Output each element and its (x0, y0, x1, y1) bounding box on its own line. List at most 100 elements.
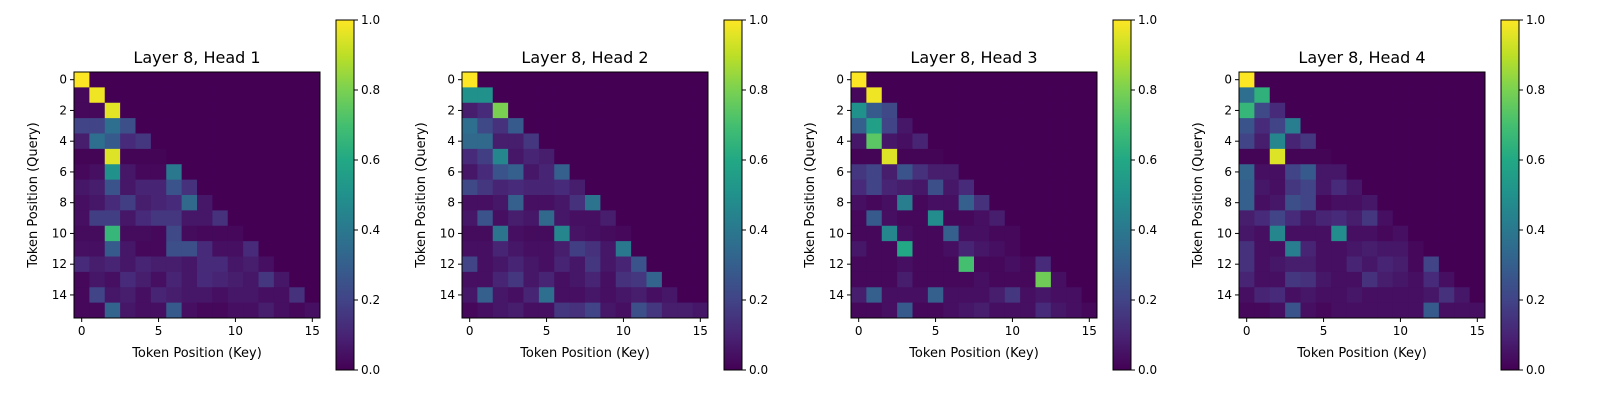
heatmap-cell (1315, 287, 1332, 304)
heatmap-cell (1331, 195, 1348, 211)
heatmap-title: Layer 8, Head 1 (133, 48, 260, 67)
heatmap-cell (197, 72, 213, 88)
heatmap-cell (881, 72, 898, 88)
heatmap-cell (1285, 256, 1301, 273)
heatmap-cell (212, 118, 229, 134)
heatmap-cell (462, 225, 478, 242)
heatmap-cell (523, 302, 540, 319)
x-axis-ticks: 0 5 10 15 (78, 318, 320, 338)
heatmap-cell (615, 102, 632, 119)
heatmap-cell (677, 302, 694, 319)
heatmap-cell (1423, 148, 1440, 165)
heatmap-cell (927, 87, 944, 104)
heatmap-cell (212, 287, 229, 304)
heatmap-cell (104, 118, 121, 134)
y-tick-label: 4 (59, 134, 67, 148)
heatmap-cell (89, 271, 106, 288)
colorbar-tick-label: 0.2 (361, 293, 380, 307)
heatmap-cell (212, 179, 229, 196)
heatmap-cell (477, 271, 494, 288)
heatmap-cell (508, 133, 524, 150)
heatmap-cell (881, 271, 898, 288)
heatmap-cell (1454, 102, 1471, 119)
heatmap-cell (1362, 241, 1378, 257)
heatmap-cell (197, 225, 213, 242)
heatmap-cell (181, 87, 198, 104)
heatmap-cell (1438, 210, 1455, 227)
heatmap-cell (1438, 133, 1455, 150)
heatmap-cell (1362, 87, 1378, 104)
heatmap-cell (927, 118, 944, 134)
heatmap-cell (1315, 210, 1332, 227)
heatmap-cell (243, 179, 259, 196)
heatmap-cell (866, 87, 883, 104)
heatmap-cell (1081, 72, 1098, 88)
heatmap-cell (866, 271, 883, 288)
heatmap-cell (1423, 210, 1440, 227)
heatmap-cell (866, 102, 883, 119)
heatmap-cell (273, 256, 290, 273)
heatmap-cell (1454, 118, 1471, 134)
y-tick-label: 14 (1217, 288, 1232, 302)
colorbar-tick-label: 0.0 (1138, 363, 1157, 377)
heatmap-cell (166, 164, 183, 181)
heatmap-cell (585, 87, 601, 104)
heatmap-cell (197, 87, 213, 104)
heatmap-cell (1315, 241, 1332, 257)
heatmap-cell (1469, 179, 1486, 196)
heatmap-cell (881, 195, 898, 211)
heatmap-cell (492, 87, 509, 104)
heatmap-cell (1050, 179, 1067, 196)
heatmap-cell (958, 164, 975, 181)
heatmap-cell (1469, 72, 1486, 88)
heatmap-cell (462, 148, 478, 165)
heatmap-cell (135, 210, 152, 227)
heatmap-cell (1423, 179, 1440, 196)
heatmap-cell (927, 256, 944, 273)
heatmap-cell (1331, 271, 1348, 288)
heatmap-cell (181, 195, 198, 211)
heatmap-cell (273, 179, 290, 196)
heatmap-cell (104, 271, 121, 288)
heatmap-cell (1081, 102, 1098, 119)
heatmap-cell (1285, 87, 1301, 104)
heatmap-cell (1081, 225, 1098, 242)
heatmap-cell (1300, 302, 1317, 319)
colorbar-tick-label: 1.0 (1138, 13, 1157, 27)
heatmap-cell (897, 133, 913, 150)
heatmap-cell (1331, 102, 1348, 119)
heatmap-cell (477, 287, 494, 304)
heatmap-cell (212, 133, 229, 150)
heatmap-cell (1254, 72, 1271, 88)
heatmap-cell (150, 225, 167, 242)
heatmap-cell (1285, 210, 1301, 227)
heatmap-cell (1269, 256, 1286, 273)
y-tick-label: 2 (836, 103, 844, 117)
heatmap-cell (600, 72, 617, 88)
plot-frame (1238, 71, 1486, 319)
heatmap-cell (1004, 133, 1021, 150)
heatmap-cell (1239, 102, 1255, 119)
heatmap-cell (74, 102, 90, 119)
heatmap-cell (523, 133, 540, 150)
heatmap-cell (289, 241, 306, 257)
heatmap-cell (1362, 195, 1378, 211)
heatmap-cell (958, 287, 975, 304)
colorbar: 0.0 0.2 0.4 0.6 0.8 1.0 (1500, 13, 1545, 377)
heatmap-cell (1300, 164, 1317, 181)
colorbar-tick-label: 0.4 (1526, 223, 1545, 237)
heatmap-cell (661, 148, 678, 165)
heatmap-cell (492, 225, 509, 242)
heatmap-cell (1423, 302, 1440, 319)
y-tick-label: 10 (829, 226, 844, 240)
heatmap-cell (166, 102, 183, 119)
heatmap-cell (289, 287, 306, 304)
heatmap-cell (462, 256, 478, 273)
heatmap-cell (74, 256, 90, 273)
heatmap-cell (212, 271, 229, 288)
heatmap-cell (1081, 133, 1098, 150)
heatmap-cell (1300, 102, 1317, 119)
heatmap-cell (508, 287, 524, 304)
heatmap-cell (692, 256, 709, 273)
heatmap-cell (1469, 148, 1486, 165)
